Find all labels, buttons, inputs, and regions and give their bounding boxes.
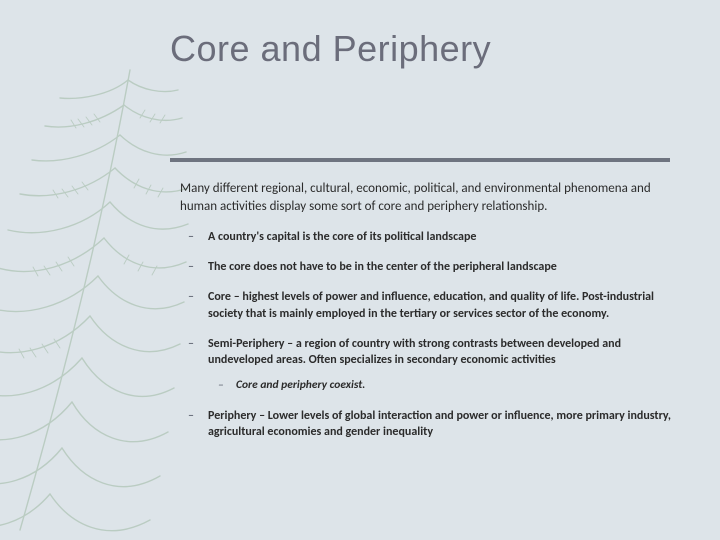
bullet-5-lead: Periphery — [208, 409, 256, 423]
bullet-4-b: economic activities — [458, 353, 556, 367]
bullet-5-a: Lower levels of global interaction and p… — [208, 409, 671, 439]
bullet-2: The core does not have to be in the cent… — [198, 259, 680, 275]
bullet-1-prefix: A country's capital is the — [208, 230, 332, 244]
slide-title: Core and Periphery — [170, 28, 491, 70]
intro-paragraph: Many different regional, cultural, econo… — [180, 180, 680, 215]
bullet-1-suffix: of its political landscape — [354, 230, 477, 244]
slide: Core and Periphery Many different region… — [0, 0, 720, 540]
title-underline — [170, 158, 670, 162]
bullet-3-services: services — [453, 307, 493, 321]
bullet-3-tertiary: tertiary — [400, 307, 437, 321]
bullet-3-mid: or — [437, 307, 453, 321]
bullet-3-dash: – — [231, 290, 242, 304]
bullet-2-text: The core does not have to be in the cent… — [208, 260, 557, 274]
bullet-list: A country's capital is the core of its p… — [180, 229, 680, 440]
bullet-3-lead: Core — [208, 290, 231, 304]
bullet-4-secondary: secondary — [407, 353, 458, 367]
bullet-1: A country's capital is the core of its p… — [198, 229, 680, 245]
sub-bullet-1: Core and periphery coexist. — [228, 378, 680, 394]
bullet-3-b: sector of the economy. — [493, 307, 609, 321]
slide-body: Many different regional, cultural, econo… — [180, 180, 680, 454]
bullet-4: Semi-Periphery – a region of country wit… — [198, 336, 680, 394]
bullet-5: Periphery – Lower levels of global inter… — [198, 408, 680, 440]
bullet-4-lead: Semi-Periphery — [208, 337, 284, 351]
bullet-5-dash: – — [256, 409, 267, 423]
bullet-4-dash: – — [284, 337, 295, 351]
bullet-1-core: core — [332, 230, 354, 244]
bullet-3: Core – highest levels of power and influ… — [198, 289, 680, 321]
sub-bullet-list: Core and periphery coexist. — [208, 378, 680, 394]
